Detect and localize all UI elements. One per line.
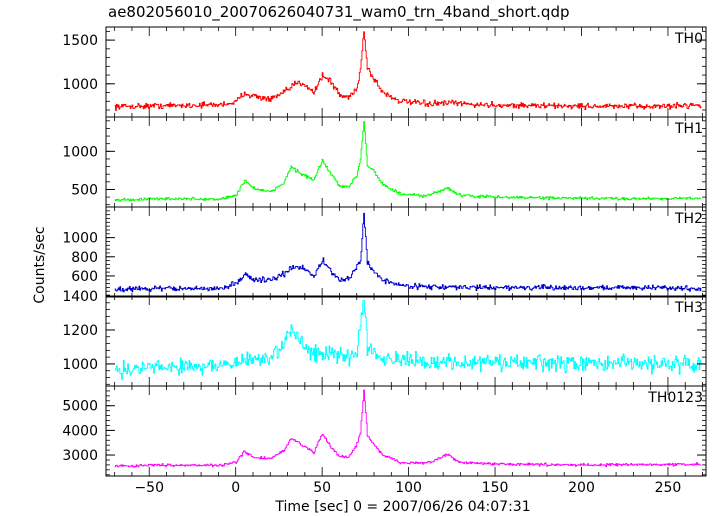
x-axis: −50 0 50 100 150 200 250 [134,480,681,496]
y-tick-label: 4000 [62,423,98,439]
panel-frame [105,206,707,298]
y-tick-label: 5000 [62,399,98,415]
panel-frame [105,385,707,477]
series-line-th2 [114,212,702,293]
y-tick-label: 500 [71,182,98,198]
panel-label-th1: TH1 [674,121,703,137]
y-tick-label: 1500 [62,33,98,49]
x-tick-label: 50 [313,480,331,496]
x-tick-label: 100 [395,480,422,496]
y-tick-label: 1200 [62,323,98,339]
x-tick-label: 0 [231,480,240,496]
panel-th2: 600 800 1000 TH2 [62,206,707,298]
y-tick-label: 1000 [62,77,98,93]
panel-th0: 1000 1500 TH0 [62,26,707,118]
y-tick-label: 1000 [62,357,98,373]
y-tick-label: 600 [71,269,98,285]
panel-label-th0: TH0 [674,31,703,47]
series-line-th3 [114,300,702,380]
y-tick-label: 1400 [62,289,98,305]
series-line-th0 [114,31,702,111]
panel-frame [105,26,707,118]
y-tick-label: 800 [71,250,98,266]
panel-th0123: 3000 4000 5000 TH0123 [62,385,707,477]
y-tick-label: 1000 [62,144,98,160]
x-axis-label: Time [sec] 0 = 2007/06/26 04:07:31 [274,499,530,515]
series-line-th0123 [114,389,702,468]
y-tick-label: 1000 [62,231,98,247]
y-axis-label: Counts/sec [32,226,48,303]
panel-frame [105,295,707,387]
panel-th1: 500 1000 TH1 [62,116,707,208]
panel-label-th2: TH2 [674,211,703,227]
x-tick-label: 150 [482,480,509,496]
chart-title: ae802056010_20070626040731_wam0_trn_4ban… [108,3,570,22]
panel-frame [105,116,707,208]
x-tick-label: −50 [134,480,164,496]
x-tick-label: 250 [655,480,682,496]
panel-th3: 1000 1200 1400 TH3 [62,289,707,387]
panel-label-th3: TH3 [674,300,703,316]
y-tick-label: 3000 [62,448,98,464]
series-line-th1 [114,121,702,202]
panel-stack: 1000 1500 TH0 500 1000 TH1 600 800 1000 TH2 1000 12… [62,26,707,477]
panel-label-th0123: TH0123 [647,390,703,406]
x-tick-label: 200 [568,480,595,496]
